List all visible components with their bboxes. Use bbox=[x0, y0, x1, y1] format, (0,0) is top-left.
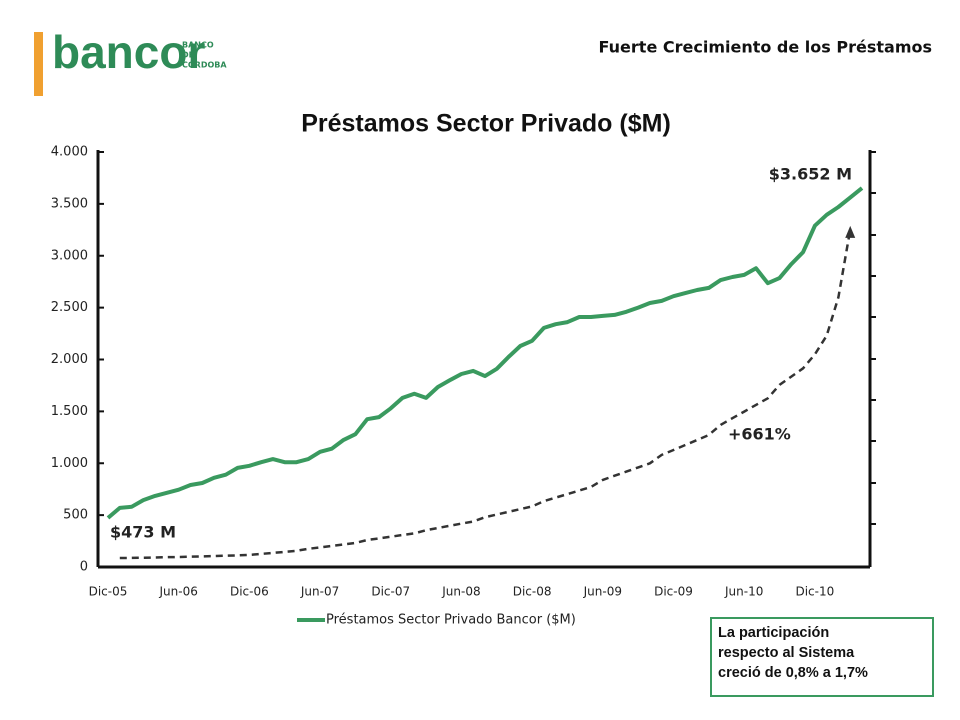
logo-sub: DE bbox=[182, 51, 194, 60]
x-tick-label: Dic-10 bbox=[795, 585, 834, 599]
chart-title: Préstamos Sector Privado ($M) bbox=[301, 110, 671, 138]
annotation: +661% bbox=[728, 425, 791, 444]
logo-bar bbox=[34, 32, 43, 96]
x-tick-label: Dic-06 bbox=[230, 585, 269, 599]
line bbox=[106, 186, 864, 520]
legend-label: Préstamos Sector Privado Bancor ($M) bbox=[326, 613, 576, 628]
y-tick-label: 4.000 bbox=[51, 145, 88, 160]
x-tick-label: Dic-09 bbox=[654, 585, 693, 599]
data-label: $473 M bbox=[110, 523, 176, 542]
note-line: creció de 0,8% a 1,7% bbox=[718, 665, 868, 681]
note-line: La participación bbox=[718, 625, 830, 641]
y-tick-label: 2.500 bbox=[51, 300, 88, 315]
y-tick-label: 1.000 bbox=[51, 456, 88, 471]
x-tick-label: Jun-08 bbox=[441, 585, 480, 599]
x-tick-label: Jun-06 bbox=[159, 585, 198, 599]
dashed-line bbox=[119, 229, 852, 560]
y-tick-label: 0 bbox=[80, 560, 88, 575]
x-tick-label: Jun-10 bbox=[724, 585, 763, 599]
logo-sub: CÓRDOBA bbox=[182, 59, 227, 70]
header-title: Fuerte Crecimiento de los Préstamos bbox=[599, 38, 932, 57]
y-tick-label: 3.500 bbox=[51, 196, 88, 211]
arrow-head bbox=[845, 225, 856, 238]
x-tick-label: Dic-05 bbox=[89, 585, 128, 599]
x-tick-label: Jun-07 bbox=[300, 585, 339, 599]
y-tick-label: 1.500 bbox=[51, 404, 88, 419]
logo-sub: BANCO bbox=[182, 41, 214, 50]
y-tick-label: 3.000 bbox=[51, 248, 88, 263]
logo: bancor bbox=[52, 26, 205, 78]
note-line: respecto al Sistema bbox=[718, 645, 855, 661]
note-box: La participación respecto al Sistema cre… bbox=[710, 617, 934, 697]
x-tick-label: Jun-09 bbox=[583, 585, 622, 599]
data-label: $3.652 M bbox=[769, 165, 852, 184]
right-axis-ticks bbox=[870, 151, 876, 525]
x-tick-label: Dic-07 bbox=[371, 585, 410, 599]
x-tick-label: Dic-08 bbox=[513, 585, 552, 599]
y-tick-label: 500 bbox=[63, 508, 88, 523]
y-tick-label: 2.000 bbox=[51, 352, 88, 367]
